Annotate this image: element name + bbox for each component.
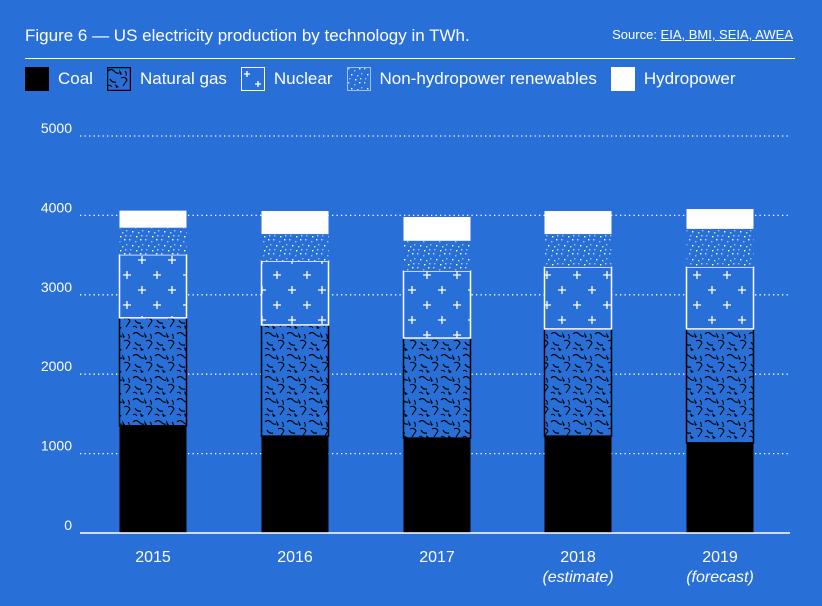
legend-label: Hydropower: [643, 69, 736, 88]
legend-item-hydro: Hydropower: [610, 67, 736, 91]
bar-segment-gas: [543, 328, 613, 437]
y-tick-labels: 0 1000 2000 3000 4000 5000: [41, 120, 72, 533]
bar-segment-nuclear: [260, 260, 330, 326]
natural-gas-swatch-icon: [106, 67, 131, 91]
legend-label: Non-hydropower renewables: [379, 69, 597, 88]
x-tick-note: (estimate): [542, 569, 613, 586]
y-tick-label: 4000: [41, 199, 72, 215]
bar-segment-coal: [686, 442, 754, 533]
bar-segment-hydro: [403, 216, 471, 241]
bar-segment-coal: [119, 425, 187, 533]
bar-2018: [543, 211, 613, 533]
renewables-swatch-icon: [346, 67, 371, 91]
bar-segment-coal: [544, 436, 612, 533]
nuclear-swatch-icon: [240, 67, 265, 91]
bar-segment-coal: [261, 436, 329, 533]
bar-segment-renewables: [261, 234, 329, 262]
bar-2019: [685, 209, 755, 533]
x-tick-label: 2019: [702, 549, 738, 566]
bar-segment-hydro: [261, 211, 329, 235]
bar-segment-hydro: [119, 210, 187, 228]
bar-segment-nuclear: [402, 270, 472, 339]
legend-label: Nuclear: [273, 69, 333, 88]
bar-segment-gas: [118, 317, 188, 427]
title-divider: [25, 58, 795, 59]
x-tick-note: (forecast): [686, 569, 754, 586]
bar-segment-coal: [403, 438, 471, 533]
bars: [118, 209, 755, 533]
bar-segment-gas: [260, 324, 330, 437]
legend-label: Coal: [58, 69, 93, 88]
y-tick-label: 1000: [41, 438, 72, 454]
x-tick-label: 2015: [135, 549, 171, 566]
legend-item-coal: Coal: [25, 67, 93, 91]
bar-segment-nuclear: [685, 266, 755, 330]
bar-segment-gas: [685, 328, 755, 444]
y-tick-label: 0: [64, 517, 72, 533]
coal-swatch-icon: [25, 67, 49, 91]
bar-2016: [260, 211, 330, 533]
x-tick-label: 2017: [419, 549, 455, 566]
bar-segment-renewables: [686, 228, 754, 268]
bar-segment-renewables: [403, 240, 471, 271]
x-tick-labels: 2015 2016 2017 2018 (estimate) 2019 (forecast): [135, 549, 754, 586]
bar-2017: [402, 216, 472, 533]
source-links[interactable]: EIA, BMI, SEIA, AWEA: [660, 27, 793, 42]
bar-segment-hydro: [686, 209, 754, 229]
chart-title: Figure 6 — US electricity production by …: [25, 26, 470, 45]
legend-label: Natural gas: [139, 69, 227, 88]
legend-item-gas: Natural gas: [106, 67, 227, 91]
bar-2015: [118, 210, 188, 533]
legend-item-nuclear: Nuclear: [240, 67, 333, 91]
legend-item-renewables: Non-hydropower renewables: [346, 67, 597, 91]
y-tick-label: 3000: [41, 279, 72, 295]
x-tick-label: 2016: [277, 549, 313, 566]
y-tick-label: 2000: [41, 358, 72, 374]
hydropower-swatch-icon: [610, 67, 635, 91]
bar-segment-hydro: [544, 211, 612, 235]
x-tick-label: 2018: [560, 549, 596, 566]
bar-segment-nuclear: [118, 253, 188, 319]
bar-segment-renewables: [544, 234, 612, 268]
bar-segment-gas: [402, 337, 472, 439]
y-tick-label: 5000: [41, 120, 72, 136]
bar-segment-renewables: [119, 227, 187, 255]
legend: Coal Natural gas Nuclear Non-hydropower …: [25, 66, 750, 92]
bar-segment-nuclear: [543, 266, 613, 330]
source-prefix: Source:: [612, 27, 661, 42]
source-line: Source: EIA, BMI, SEIA, AWEA: [612, 27, 793, 42]
